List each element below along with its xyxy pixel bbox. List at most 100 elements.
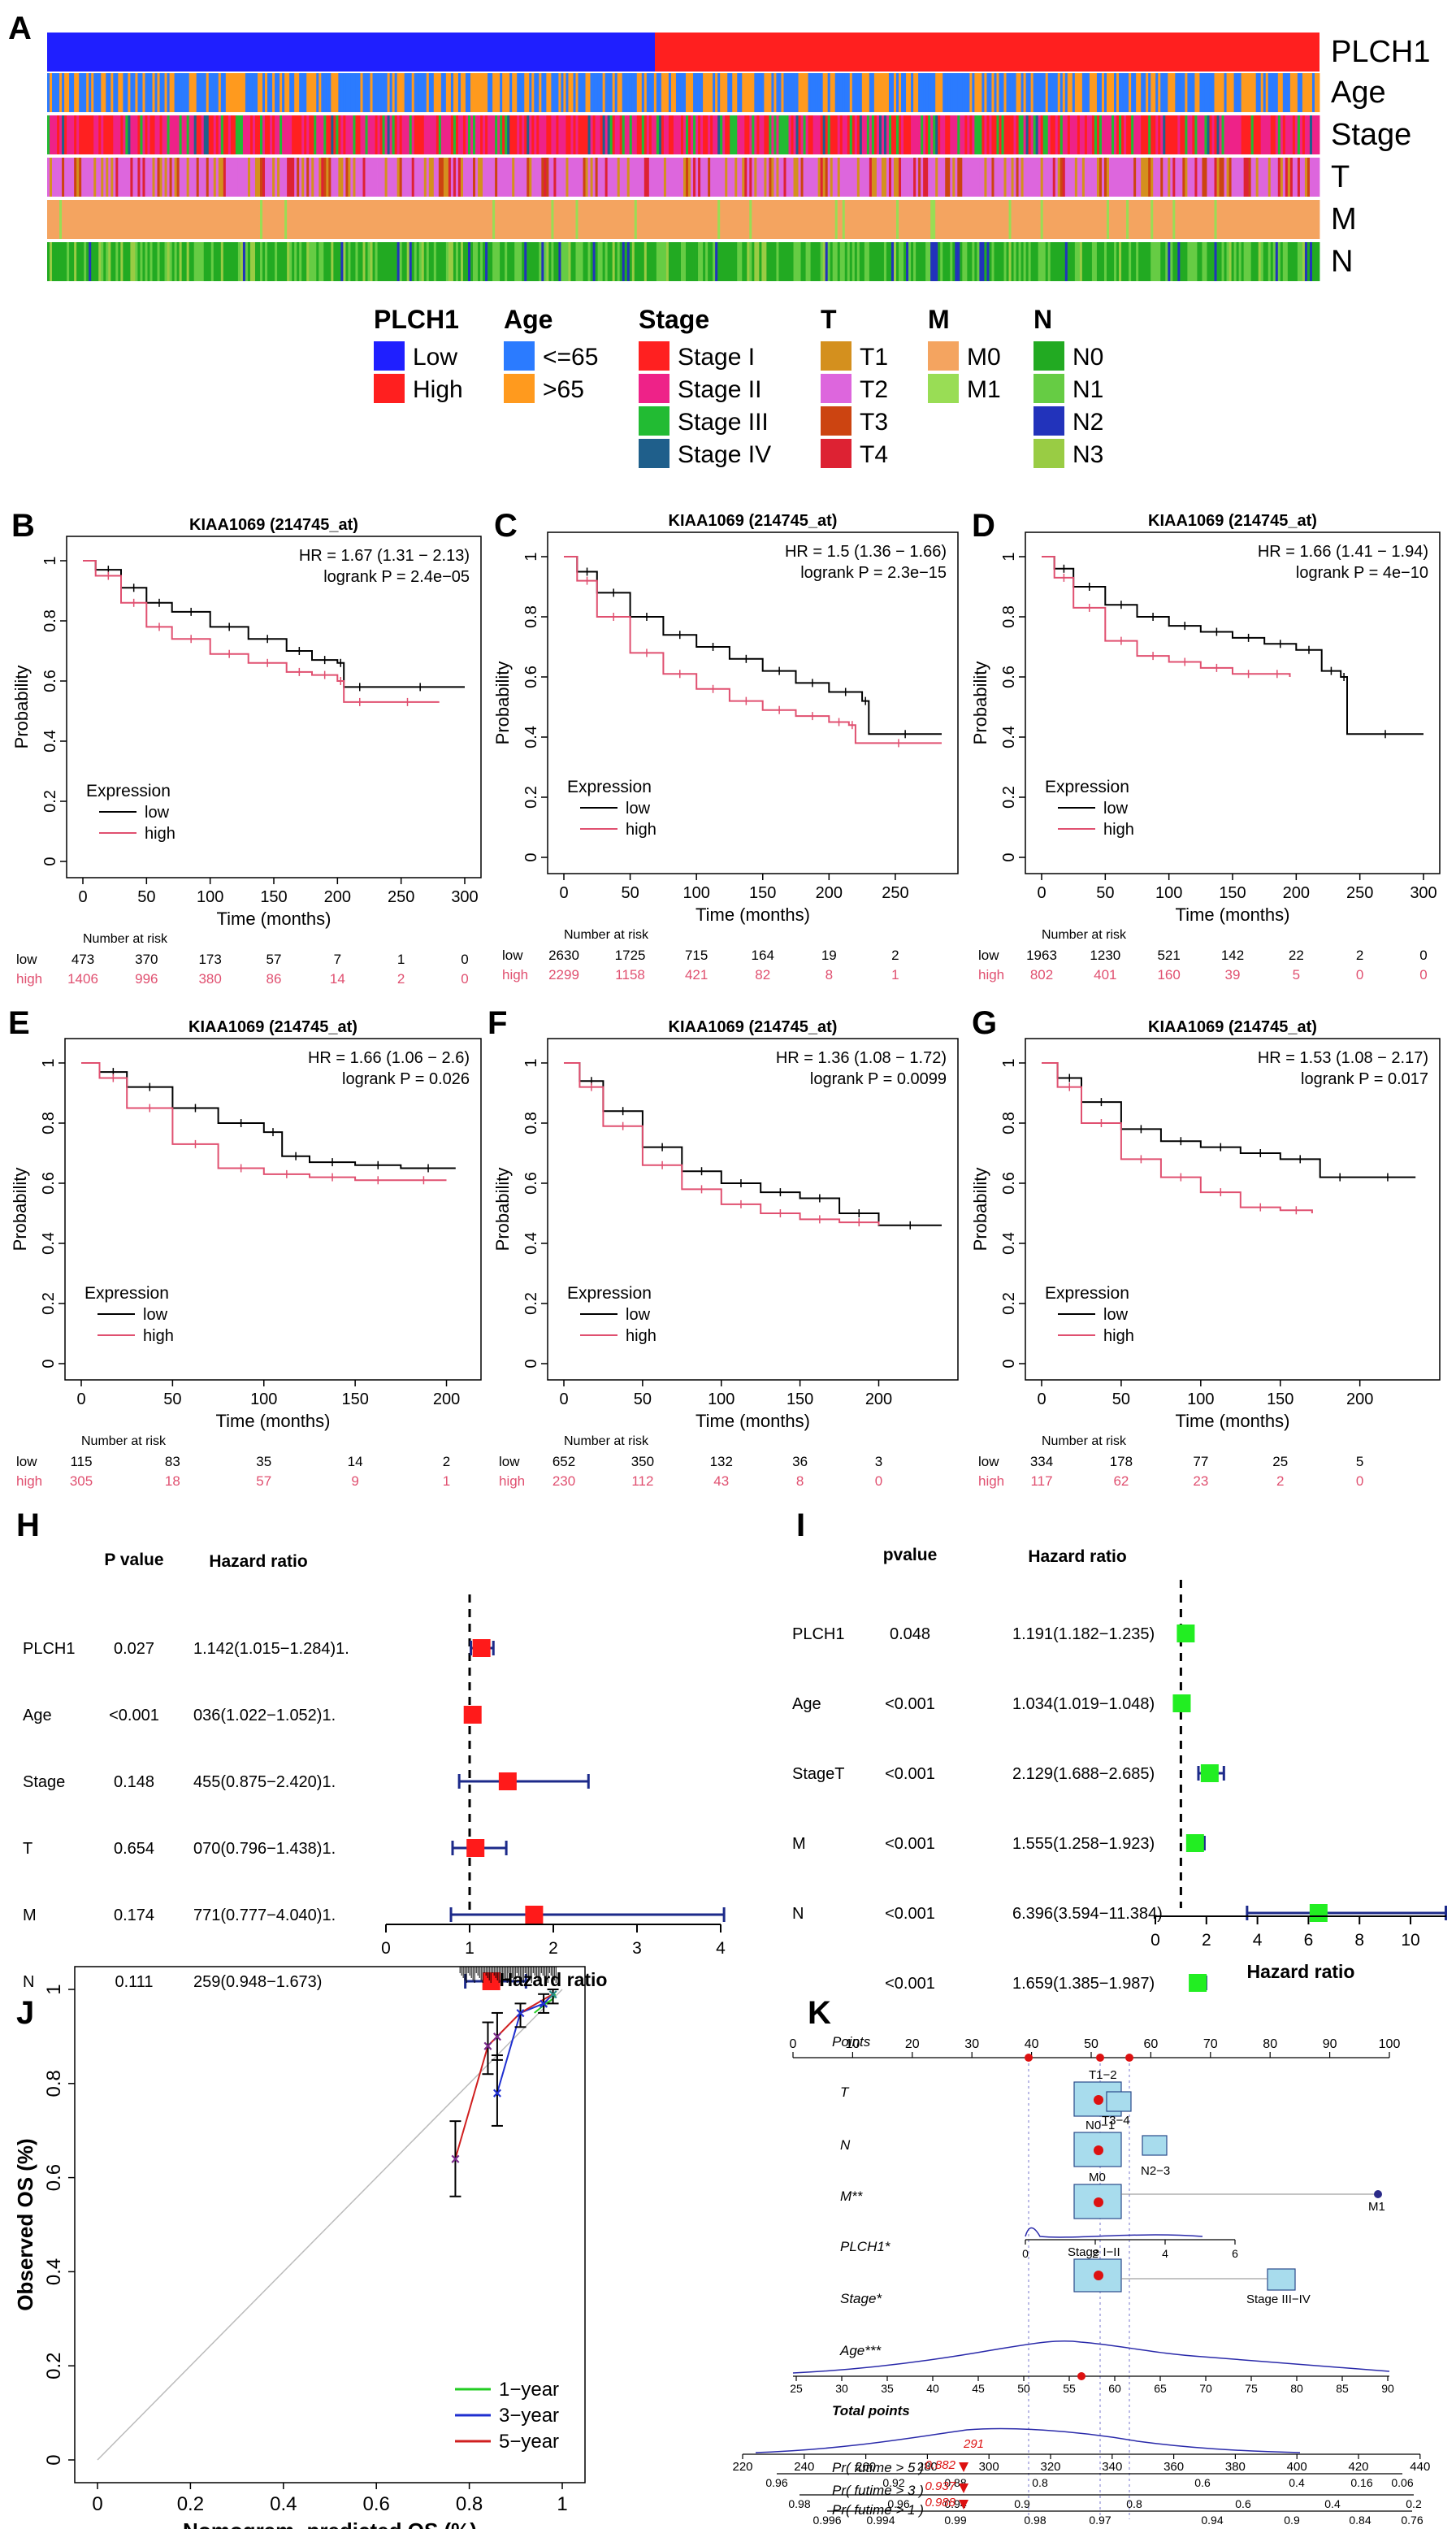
heatmap-cell (1136, 200, 1139, 239)
heatmap-cell (938, 242, 941, 281)
heatmap-cell (597, 115, 601, 154)
heatmap-cell (795, 158, 799, 197)
heatmap-cell (859, 200, 863, 239)
heatmap-cell (665, 242, 670, 281)
heatmap-cell (1163, 158, 1166, 197)
heatmap-cell (947, 242, 951, 281)
heatmap-cell (304, 242, 307, 281)
heatmap-cell (578, 73, 581, 112)
heatmap-cell (223, 242, 227, 281)
heatmap-cell (1241, 115, 1245, 154)
heatmap-cell (128, 115, 131, 154)
heatmap-cell (1133, 200, 1137, 239)
heatmap-cell (438, 158, 442, 197)
heatmap-cell (280, 73, 283, 112)
y-tick-label: 0.4 (1000, 1232, 1018, 1255)
heatmap-cell (1023, 242, 1027, 281)
heatmap-cell (414, 158, 418, 197)
heatmap-cell (1074, 158, 1078, 197)
heatmap-cell (619, 73, 623, 112)
heatmap-cell (448, 73, 452, 112)
heatmap-cell (698, 200, 701, 239)
heatmap-cell (747, 115, 750, 154)
heatmap-cell (705, 158, 708, 197)
km-legend-label: high (145, 825, 176, 843)
heatmap-cell (282, 115, 285, 154)
heatmap-cell (1089, 242, 1093, 281)
heatmap-cell (822, 73, 826, 112)
forest-x-tick-label: 10 (1401, 1931, 1419, 1950)
heatmap-cell (382, 115, 385, 154)
heatmap-cell (350, 115, 353, 154)
heatmap-cell (152, 200, 155, 239)
forest-row-pvalue: 0.111 (115, 1973, 153, 1991)
calibration-legend-label: 1−year (499, 2379, 559, 2401)
heatmap-cell (1079, 158, 1083, 197)
heatmap-cell (1025, 158, 1029, 197)
heatmap-cell (467, 73, 471, 112)
heatmap-cell (1079, 200, 1083, 239)
heatmap-cell (406, 115, 410, 154)
heatmap-cell (732, 73, 735, 112)
heatmap-cell (176, 158, 180, 197)
heatmap-cell (791, 158, 794, 197)
heatmap-cell (1042, 115, 1046, 154)
heatmap-cell (529, 73, 532, 112)
heatmap-cell (890, 242, 895, 281)
heatmap-cell (1280, 73, 1284, 112)
heatmap-cell (938, 200, 941, 239)
heatmap-cell (1214, 158, 1217, 197)
heatmap-cell (465, 200, 469, 239)
heatmap-cell (132, 158, 136, 197)
heatmap-cell (1168, 242, 1171, 281)
heatmap-cell (1211, 73, 1215, 112)
heatmap-cell (457, 158, 462, 197)
heatmap-cell (358, 158, 361, 197)
heatmap-cell (396, 242, 401, 281)
heatmap-cell (110, 73, 114, 112)
forest-header-hr: Hazard ratio (1028, 1547, 1126, 1566)
heatmap-cell (942, 73, 946, 112)
heatmap-cell (343, 242, 346, 281)
heatmap-cell (977, 200, 980, 239)
heatmap-cell (680, 242, 684, 281)
nomogram-row-label: Stage* (840, 2291, 882, 2306)
heatmap-cell (624, 73, 628, 112)
heatmap-cell (387, 115, 391, 154)
heatmap-cell (360, 115, 363, 154)
heatmap-cell (260, 158, 263, 197)
heatmap-cell (923, 73, 926, 112)
heatmap-cell (358, 115, 361, 154)
heatmap-cell (1231, 73, 1234, 112)
heatmap-cell (996, 158, 999, 197)
heatmap-cell (64, 73, 67, 112)
heatmap-cell (1155, 73, 1159, 112)
heatmap-cell (328, 200, 332, 239)
legend-label: T4 (860, 441, 888, 468)
heatmap-cell (174, 73, 178, 112)
heatmap-cell (125, 158, 128, 197)
heatmap-cell (991, 158, 994, 197)
heatmap-cell (440, 158, 444, 197)
x-tick-label: 50 (1096, 884, 1114, 902)
heatmap-cell (945, 200, 948, 239)
heatmap-cell (629, 115, 633, 154)
heatmap-cell (171, 158, 175, 197)
heatmap-cell (781, 242, 784, 281)
heatmap-cell (399, 242, 403, 281)
heatmap-cell (375, 200, 378, 239)
panel-label-b: B (11, 508, 35, 544)
heatmap-cell (260, 242, 263, 281)
heatmap-cell (372, 115, 375, 154)
heatmap-cell (282, 158, 285, 197)
heatmap-cell (1226, 73, 1229, 112)
heatmap-cell (159, 200, 162, 239)
heatmap-cell (1042, 158, 1046, 197)
heatmap-cell (455, 73, 459, 112)
heatmap-cell (445, 115, 449, 154)
heatmap-cell (108, 242, 111, 281)
heatmap-cell (1045, 158, 1049, 197)
heatmap-cell (908, 242, 912, 281)
heatmap-cell (886, 158, 890, 197)
heatmap-cell (72, 115, 75, 154)
